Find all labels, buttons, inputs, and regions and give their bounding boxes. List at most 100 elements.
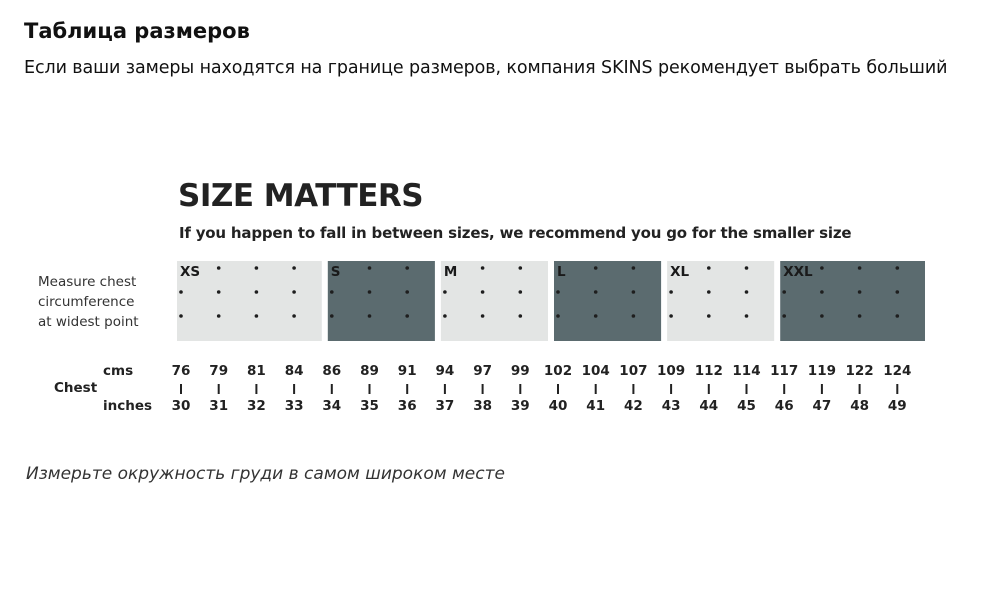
measure-instruction: Measure chest circumference at widest po… [38,272,158,332]
grid-dot [669,290,673,294]
page-title: Таблица размеров [24,19,250,43]
grid-dot [631,266,636,270]
grid-dot [744,314,749,318]
grid-dot [179,290,183,294]
grid-dot [820,314,824,318]
grid-dot [744,266,749,270]
inch-value: 48 [850,398,869,414]
grid-dot [254,314,259,318]
footer-note: Измерьте окружность груди в самом широко… [26,464,505,484]
inch-value: 35 [360,398,379,414]
grid-dot [292,266,296,270]
inch-value: 39 [511,398,530,414]
inch-value: 43 [662,398,681,414]
inch-value: 46 [775,398,794,414]
grid-dot [443,290,447,294]
cm-value: 124 [883,363,911,379]
grid-dot [857,266,862,270]
measure-instruction-line: Measure chest [38,274,137,290]
grid-dot [857,290,862,294]
chart-title: SIZE MATTERS [178,178,424,214]
cm-value: 112 [695,363,723,379]
cm-value: 84 [285,363,304,379]
grid-dot [518,290,523,294]
grid-dot [820,266,824,270]
grid-dot [744,290,749,294]
cm-value: 117 [770,363,798,379]
grid-dot [367,314,372,318]
grid-dot [254,266,259,270]
inches-row-label: inches [103,398,152,414]
measure-instruction-line: at widest point [38,314,139,330]
inch-value: 49 [888,398,907,414]
size-block-xxl [780,261,925,341]
cm-value: 99 [511,363,530,379]
grid-dot [707,266,711,270]
page-subtitle: Если ваши замеры находятся на границе ра… [24,58,948,78]
grid-dot [254,290,259,294]
size-label: S [331,264,341,280]
inch-value: 38 [473,398,492,414]
cms-row-label: cms [103,363,133,379]
grid-dot [895,290,900,294]
grid-dot [367,290,372,294]
cm-value: 89 [360,363,379,379]
size-label: XL [670,264,689,280]
size-label: M [444,264,457,280]
cm-value: 104 [582,363,610,379]
chest-row-label: Chest [54,380,98,396]
inch-value: 30 [172,398,191,414]
measure-instruction-line: circumference [38,294,135,310]
cm-value: 94 [436,363,455,379]
size-block-l [554,261,662,341]
cm-value: 114 [732,363,760,379]
cm-value: 119 [808,363,836,379]
grid-dot [480,290,485,294]
grid-dot [518,266,523,270]
inch-value: 32 [247,398,266,414]
grid-dot [895,314,900,318]
cm-value: 86 [322,363,341,379]
chart-subtitle: If you happen to fall in between sizes, … [179,224,852,242]
cm-value: 109 [657,363,685,379]
grid-dot [292,314,296,318]
size-label: XS [180,264,200,280]
inch-value: 47 [813,398,832,414]
grid-dot [556,290,560,294]
cm-value: 79 [209,363,228,379]
grid-dot [443,314,447,318]
inch-value: 36 [398,398,417,414]
cm-value: 81 [247,363,266,379]
grid-dot [216,290,221,294]
cm-value: 122 [846,363,874,379]
grid-dot [782,314,786,318]
cm-value: 102 [544,363,572,379]
grid-dot [480,266,485,270]
grid-dot [669,314,673,318]
size-label: L [557,264,566,280]
grid-dot [593,314,598,318]
grid-dot [405,314,410,318]
size-block-m [440,261,548,341]
grid-dot [480,314,485,318]
grid-dot [707,290,711,294]
grid-dot [330,290,334,294]
grid-dot [556,314,560,318]
grid-dot [367,266,372,270]
size-block-s [327,261,435,341]
grid-dot [631,314,636,318]
grid-dot [593,266,598,270]
cm-value: 97 [473,363,492,379]
grid-dot [895,266,900,270]
grid-dot [216,266,221,270]
cm-value: 91 [398,363,417,379]
inch-value: 37 [436,398,455,414]
inch-value: 31 [209,398,228,414]
grid-dot [820,290,824,294]
inch-value: 44 [699,398,718,414]
inch-value: 40 [549,398,568,414]
grid-dot [631,290,636,294]
grid-dot [292,290,296,294]
grid-dot [405,266,410,270]
